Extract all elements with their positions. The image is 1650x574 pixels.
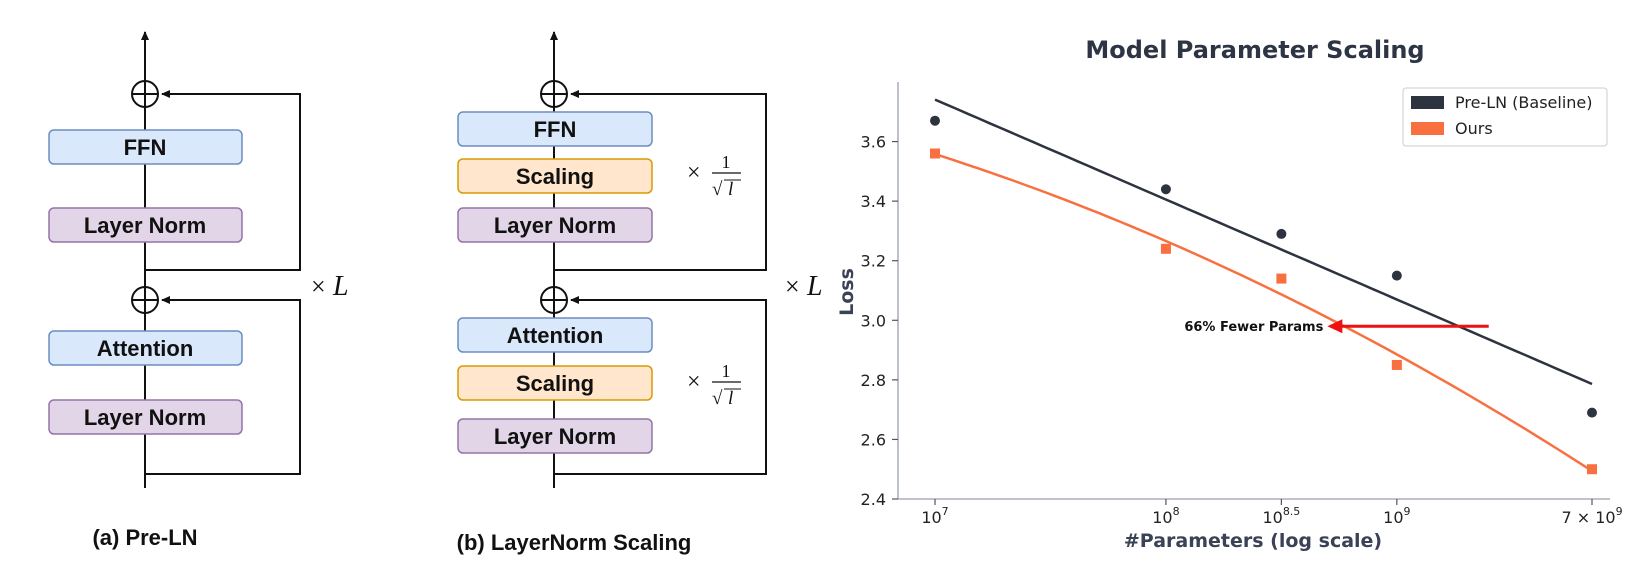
layer-norm-label: Layer Norm bbox=[494, 213, 616, 238]
data-point-ours bbox=[1587, 464, 1597, 475]
chart-legend: Pre-LN (Baseline) Ours bbox=[1402, 87, 1608, 147]
fit-lines bbox=[934, 98, 1593, 472]
times-symbol: × bbox=[785, 272, 800, 301]
add-icon bbox=[540, 80, 568, 108]
y-tick-label: 2.6 bbox=[861, 430, 886, 449]
annotation-label: 66% Fewer Params bbox=[1184, 320, 1323, 335]
ffn-label: FFN bbox=[124, 135, 167, 160]
annotation-arrow-head bbox=[1327, 319, 1343, 334]
scale-factor-formula: × 1 √ l bbox=[687, 152, 741, 200]
data-point-ours bbox=[1160, 243, 1171, 254]
times-symbol: × bbox=[311, 272, 326, 301]
layer-norm-block: Layer Norm bbox=[48, 207, 243, 243]
times-symbol: × bbox=[687, 160, 701, 186]
legend-frame bbox=[1402, 87, 1608, 147]
residual-connection-top bbox=[553, 90, 767, 271]
residual-connection-top bbox=[144, 90, 301, 271]
caption-b: (b) LayerNorm Scaling bbox=[457, 530, 692, 555]
legend-swatch-ours bbox=[1411, 122, 1444, 135]
times-symbol: × bbox=[687, 369, 701, 395]
scaling-chart: Model Parameter Scaling 2.4 2.6 2.8 3.0 3.2 3… bbox=[836, 36, 1623, 552]
sqrt-symbol: √ bbox=[712, 388, 723, 409]
legend-swatch-baseline bbox=[1411, 96, 1444, 109]
y-tick-label: 3.6 bbox=[861, 133, 886, 152]
layer-norm-label: Layer Norm bbox=[494, 424, 616, 449]
y-tick-label: 3.2 bbox=[861, 252, 886, 271]
repeat-variable: L bbox=[806, 271, 823, 302]
data-point-baseline bbox=[1276, 228, 1287, 239]
caption-a: (a) Pre-LN bbox=[92, 525, 197, 550]
diagram-layernorm-scaling: FFN Scaling Layer Norm Attention Scaling… bbox=[457, 31, 823, 555]
sqrt-symbol: √ bbox=[712, 179, 723, 200]
repeat-variable: L bbox=[332, 271, 349, 302]
add-icon bbox=[131, 286, 159, 314]
x-tick-label: 109 bbox=[1383, 505, 1410, 527]
scale-factor-formula: × 1 √ l bbox=[687, 361, 741, 409]
layer-norm-label: Layer Norm bbox=[84, 405, 206, 430]
diagram-pre-ln: FFN Layer Norm Attention Layer Norm × L … bbox=[48, 31, 349, 550]
x-axis-ticks: 107 108 108.5 109 7 × 109 bbox=[921, 499, 1623, 527]
attention-block: Attention bbox=[48, 330, 243, 366]
layer-norm-label: Layer Norm bbox=[84, 213, 206, 238]
legend-label-ours: Ours bbox=[1455, 119, 1493, 138]
y-tick-label: 2.8 bbox=[861, 371, 886, 390]
layer-index-variable: l bbox=[728, 388, 733, 409]
repeat-label: × L bbox=[311, 271, 349, 302]
ffn-block: FFN bbox=[457, 111, 653, 147]
y-tick-label: 2.4 bbox=[861, 490, 886, 509]
attention-label: Attention bbox=[507, 323, 604, 348]
data-point-ours bbox=[930, 148, 940, 159]
layer-norm-block: Layer Norm bbox=[48, 399, 243, 435]
attention-label: Attention bbox=[97, 336, 194, 361]
y-axis-ticks: 2.4 2.6 2.8 3.0 3.2 3.4 3.6 bbox=[861, 133, 898, 509]
ffn-label: FFN bbox=[534, 117, 577, 142]
data-point-baseline bbox=[1587, 407, 1597, 418]
fraction-numerator: 1 bbox=[722, 152, 731, 172]
x-tick-label: 108 bbox=[1152, 505, 1179, 527]
layer-norm-block: Layer Norm bbox=[457, 207, 653, 243]
y-axis-title: Loss bbox=[836, 268, 858, 316]
scaling-block: Scaling bbox=[457, 365, 653, 401]
chart-title: Model Parameter Scaling bbox=[1085, 36, 1424, 64]
residual-connection-bottom bbox=[554, 296, 767, 475]
data-points bbox=[930, 115, 1597, 475]
x-tick-label: 7 × 109 bbox=[1561, 505, 1622, 527]
data-point-baseline bbox=[1160, 184, 1171, 195]
data-point-ours bbox=[1276, 273, 1287, 284]
x-tick-label: 108.5 bbox=[1262, 505, 1300, 527]
annotation: 66% Fewer Params bbox=[1184, 319, 1489, 335]
scaling-block: Scaling bbox=[457, 158, 653, 194]
legend-label-baseline: Pre-LN (Baseline) bbox=[1455, 93, 1593, 112]
layer-index-variable: l bbox=[728, 179, 733, 200]
y-tick-label: 3.4 bbox=[861, 192, 886, 211]
fraction-numerator: 1 bbox=[722, 361, 731, 381]
scaling-label: Scaling bbox=[516, 164, 594, 189]
x-axis-title: #Parameters (log scale) bbox=[1124, 530, 1382, 552]
data-point-ours bbox=[1391, 359, 1402, 370]
fit-line-ours bbox=[934, 152, 1593, 472]
fit-line-baseline bbox=[934, 98, 1593, 386]
layer-norm-block: Layer Norm bbox=[457, 418, 653, 454]
data-point-baseline bbox=[1391, 270, 1402, 281]
x-tick-label: 107 bbox=[921, 505, 948, 527]
residual-connection-bottom bbox=[145, 296, 301, 475]
y-tick-label: 3.0 bbox=[861, 311, 886, 330]
data-point-baseline bbox=[930, 115, 940, 126]
add-icon bbox=[131, 80, 159, 108]
ffn-block: FFN bbox=[48, 129, 243, 165]
repeat-label: × L bbox=[785, 271, 823, 302]
add-icon bbox=[540, 286, 568, 314]
attention-block: Attention bbox=[457, 317, 653, 353]
scaling-label: Scaling bbox=[516, 371, 594, 396]
